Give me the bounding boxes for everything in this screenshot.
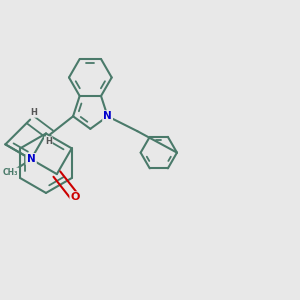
Text: H: H (30, 108, 37, 117)
Text: N: N (27, 154, 35, 164)
Text: N: N (27, 154, 35, 164)
Text: CH₃: CH₃ (3, 168, 18, 177)
Text: N: N (103, 111, 112, 121)
Text: O: O (70, 192, 80, 203)
Text: H: H (45, 137, 52, 146)
